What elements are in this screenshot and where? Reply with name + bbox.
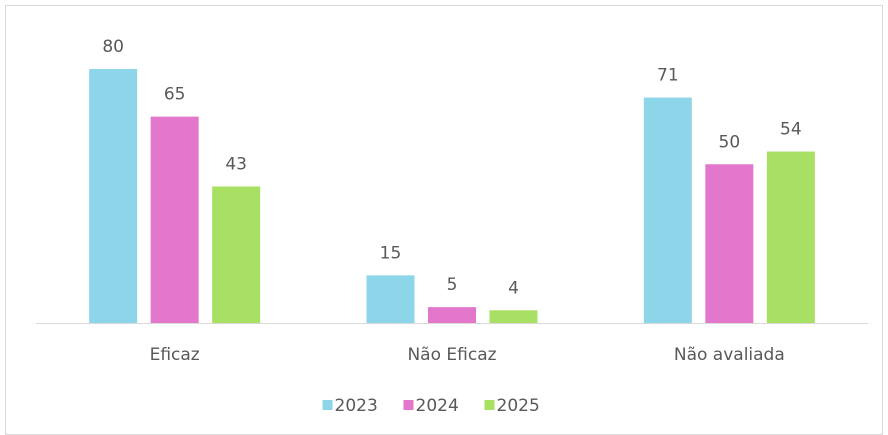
- data-label: 65: [164, 85, 186, 105]
- data-label: 43: [225, 154, 247, 174]
- bar: [489, 310, 538, 323]
- legend-swatch: [484, 400, 495, 410]
- data-label: 71: [657, 66, 679, 86]
- bar: [428, 307, 476, 323]
- legend-swatch: [403, 400, 414, 410]
- legend-label: 2024: [416, 396, 459, 416]
- x-tick-label: Eficaz: [150, 345, 200, 365]
- bar: [705, 164, 754, 323]
- bar: [766, 151, 815, 323]
- bar: [643, 97, 692, 323]
- data-label: 80: [102, 37, 124, 57]
- data-label: 50: [719, 132, 741, 152]
- bar: [150, 116, 199, 323]
- legend-label: 2025: [497, 396, 540, 416]
- data-label: 4: [508, 278, 519, 298]
- legend-label: 2023: [335, 396, 378, 416]
- data-label: 5: [447, 275, 458, 295]
- data-label: 15: [380, 243, 402, 263]
- bar: [366, 275, 415, 323]
- bar: [89, 69, 138, 323]
- x-tick-label: Não avaliada: [674, 345, 785, 365]
- data-label: 54: [780, 120, 802, 140]
- bar: [212, 186, 261, 323]
- legend-swatch: [322, 400, 333, 410]
- x-tick-label: Não Eficaz: [407, 345, 496, 365]
